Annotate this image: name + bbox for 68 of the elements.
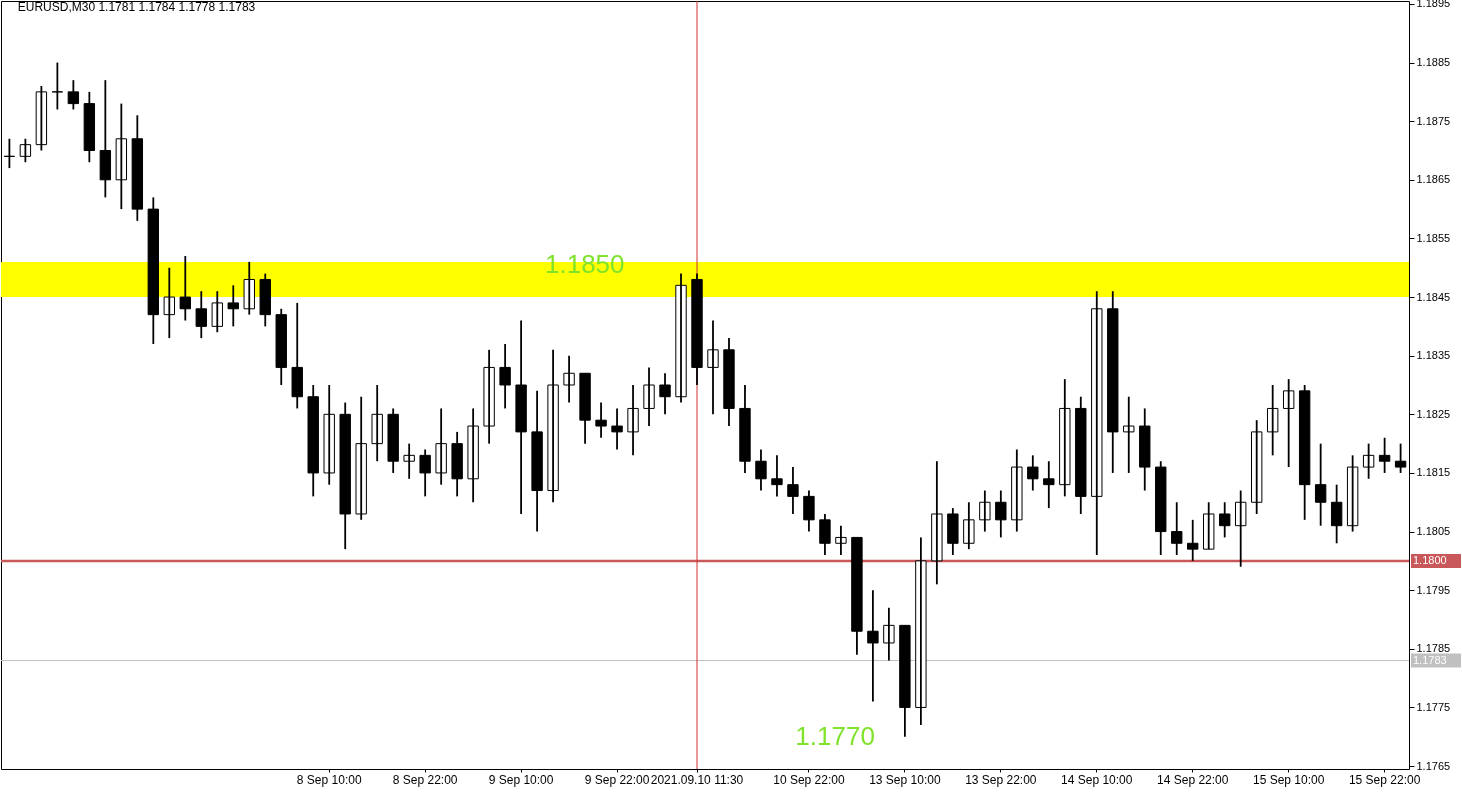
- y-tick-label: 1.1835: [1416, 349, 1451, 362]
- x-tick-label: 8 Sep 10:00: [296, 772, 362, 787]
- x-tick-label: 8 Sep 22:00: [392, 772, 458, 787]
- y-tick-label: 1.1785: [1416, 642, 1451, 655]
- candlestick: [595, 401, 607, 439]
- candlestick: [1219, 501, 1231, 539]
- x-tick-label: 2021.09.10 11:30: [650, 772, 744, 787]
- candlestick: [227, 284, 239, 328]
- candlestick: [435, 407, 447, 486]
- candlestick: [563, 354, 575, 404]
- candlestick: [867, 589, 879, 703]
- y-tick-label: 1.1815: [1416, 466, 1451, 479]
- x-tick-label: 10 Sep 22:00: [773, 772, 845, 787]
- x-tick-label: 13 Sep 10:00: [869, 772, 941, 787]
- candlestick: [819, 513, 831, 556]
- candlestick: [771, 454, 783, 498]
- candlestick: [211, 290, 223, 334]
- candlestick: [1171, 501, 1183, 556]
- x-tick-label: 15 Sep 22:00: [1348, 772, 1421, 787]
- candlestick: [1266, 384, 1279, 457]
- y-tick-label: 1.1885: [1416, 56, 1451, 69]
- ref-line-label: 1.1800: [1413, 553, 1447, 566]
- candlestick: [883, 606, 895, 662]
- y-tick-label: 1.1845: [1416, 290, 1451, 303]
- candlestick: [515, 319, 527, 515]
- candlestick: [947, 507, 959, 556]
- x-tick-label: 15 Sep 10:00: [1252, 772, 1325, 787]
- candlestick: [3, 137, 16, 169]
- chart-title: EURUSD,M30 1.1781 1.1784 1.1778 1.1783: [17, 0, 256, 14]
- candlestick: [627, 384, 639, 457]
- y-tick-label: 1.1875: [1416, 114, 1451, 127]
- ref-line-label: 1.1783: [1413, 653, 1447, 666]
- candlestick: [1123, 395, 1135, 474]
- y-tick-label: 1.1895: [1416, 0, 1451, 10]
- candlestick: [1027, 454, 1039, 492]
- candlestick: [163, 266, 175, 339]
- x-tick-label: 9 Sep 10:00: [488, 772, 554, 787]
- candlestick: [51, 61, 64, 111]
- candlestick: [403, 442, 415, 480]
- candlestick: [1203, 501, 1215, 551]
- y-tick-label: 1.1855: [1416, 231, 1451, 244]
- x-tick-label: 9 Sep 22:00: [584, 772, 650, 787]
- y-tick-label: 1.1805: [1416, 525, 1451, 538]
- x-tick-label: 13 Sep 22:00: [965, 772, 1037, 787]
- x-tick-label: 14 Sep 22:00: [1157, 772, 1229, 787]
- candlestick: [707, 319, 719, 416]
- candlestick: [1139, 407, 1151, 492]
- candlestick: [499, 343, 511, 410]
- annotation: 1.1770: [795, 720, 875, 751]
- candlestick: [1282, 378, 1295, 468]
- y-tick-label: 1.1775: [1416, 700, 1451, 713]
- y-tick-label: 1.1865: [1416, 173, 1451, 186]
- candlestick: [195, 290, 207, 339]
- candlestick: [1043, 460, 1055, 510]
- candlestick: [179, 255, 191, 322]
- candlestick: [931, 460, 943, 586]
- candlestick: [659, 372, 671, 416]
- candlestick: [611, 407, 623, 451]
- candlestick: [419, 448, 431, 498]
- y-tick-label: 1.1795: [1416, 583, 1451, 596]
- candlestick: [787, 466, 799, 515]
- candlestick: [643, 366, 655, 427]
- y-tick-label: 1.1825: [1416, 407, 1451, 420]
- y-tick-label: 1.1765: [1416, 759, 1451, 772]
- candlestick: [1187, 518, 1199, 562]
- x-tick-label: 14 Sep 10:00: [1061, 772, 1133, 787]
- candlestick: [835, 524, 847, 556]
- candlestick: [963, 501, 975, 551]
